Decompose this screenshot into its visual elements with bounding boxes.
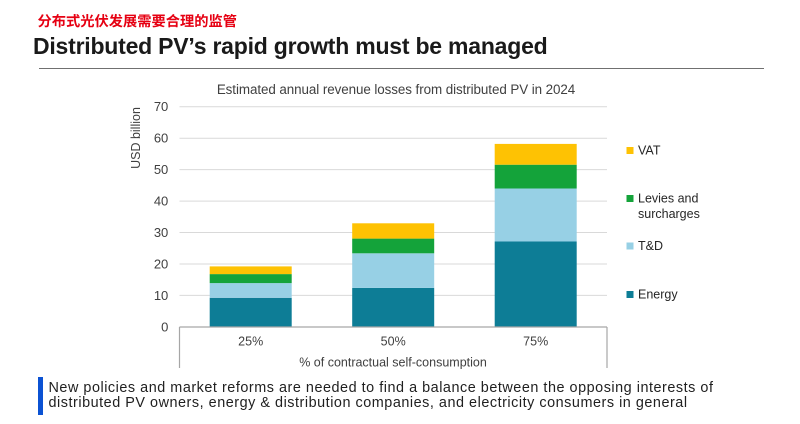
- svg-text:50%: 50%: [381, 335, 406, 349]
- svg-text:20: 20: [154, 257, 168, 272]
- svg-text:0: 0: [161, 319, 168, 334]
- svg-text:30: 30: [154, 225, 168, 240]
- svg-text:% of contractual self-consumpt: % of contractual self-consumption: [299, 356, 487, 370]
- svg-text:75%: 75%: [523, 335, 548, 349]
- svg-text:Energy: Energy: [638, 288, 678, 302]
- svg-text:VAT: VAT: [638, 144, 661, 158]
- svg-text:10: 10: [154, 288, 168, 303]
- svg-text:T&D: T&D: [638, 239, 663, 253]
- svg-text:surcharges: surcharges: [638, 207, 700, 221]
- svg-text:25%: 25%: [238, 335, 263, 349]
- svg-text:USD billion: USD billion: [129, 107, 143, 169]
- svg-text:Levies and: Levies and: [638, 192, 699, 206]
- svg-text:50: 50: [154, 162, 168, 177]
- svg-text:60: 60: [154, 131, 168, 146]
- svg-text:40: 40: [154, 194, 168, 209]
- svg-text:70: 70: [154, 99, 168, 114]
